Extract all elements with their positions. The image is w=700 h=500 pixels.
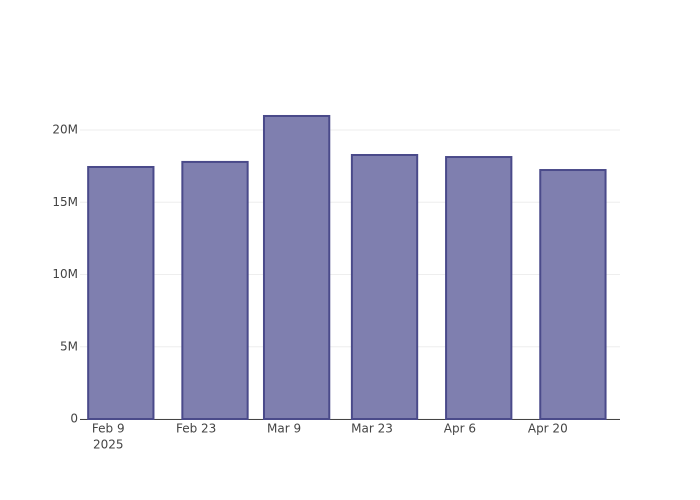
bar	[87, 165, 155, 420]
y-tick-label: 0	[70, 412, 78, 426]
y-tick-label: 10M	[52, 267, 78, 281]
x-tick-label: Apr 6	[444, 422, 476, 436]
bar	[262, 114, 331, 421]
y-tick-label: 20M	[52, 123, 78, 137]
bar	[181, 160, 249, 420]
x-tick-label: Apr 20	[528, 422, 568, 436]
y-tick-label: 5M	[60, 339, 78, 353]
x-tick-label: Feb 9	[92, 422, 125, 436]
x-tick-label: Mar 9	[267, 422, 301, 436]
x-tick-year-label: 2025	[93, 438, 124, 452]
bar	[539, 169, 607, 420]
x-tick-label: Mar 23	[351, 422, 393, 436]
bar	[350, 153, 419, 420]
bar	[445, 156, 513, 420]
x-tick-label: Feb 23	[176, 422, 216, 436]
y-tick-label: 15M	[52, 195, 78, 209]
